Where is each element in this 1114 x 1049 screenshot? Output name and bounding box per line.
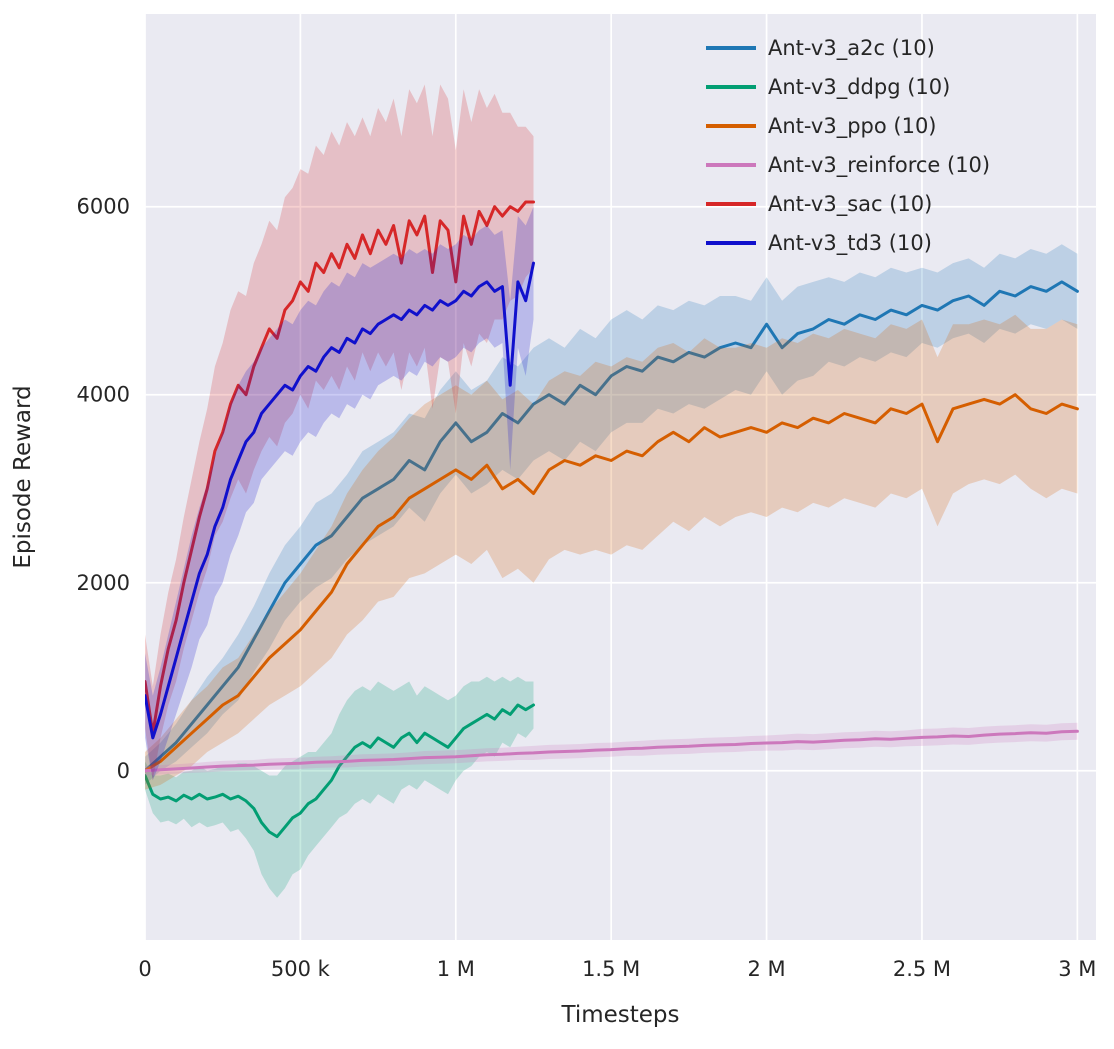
x-tick-label: 3 M (1058, 957, 1096, 981)
y-tick-label: 0 (117, 759, 130, 783)
x-tick-label: 2 M (747, 957, 785, 981)
x-tick-label: 0 (138, 957, 151, 981)
confidence-band-2 (145, 314, 1078, 790)
legend-label-3: Ant-v3_reinforce (10) (768, 153, 990, 178)
x-tick-label: 2.5 M (893, 957, 951, 981)
legend-label-0: Ant-v3_a2c (10) (768, 36, 935, 61)
y-tick-label: 6000 (77, 195, 130, 219)
series-line-4 (145, 200, 535, 735)
y-tick-label: 4000 (77, 383, 130, 407)
grid (144, 14, 1096, 940)
x-tick-label: 500 k (271, 957, 331, 981)
confidence-band-4 (145, 84, 534, 781)
series-line-1 (145, 703, 535, 839)
y-axis-label: Episode Reward (10, 385, 36, 568)
series-line-2 (145, 393, 1079, 773)
series-line-3 (145, 729, 1079, 773)
confidence-band-0 (145, 244, 1078, 785)
legend-label-4: Ant-v3_sac (10) (768, 192, 932, 217)
series-line-5 (145, 261, 535, 740)
series-group (145, 84, 1079, 898)
x-tick-label: 1.5 M (582, 957, 640, 981)
x-axis-label: Timesteps (560, 1002, 679, 1028)
x-tick-label: 1 M (437, 957, 475, 981)
legend-label-1: Ant-v3_ddpg (10) (768, 75, 950, 100)
series-line-0 (145, 280, 1079, 773)
confidence-band-5 (145, 206, 534, 781)
legend: Ant-v3_a2c (10) Ant-v3_ddpg (10) Ant-v3_pp… (706, 36, 990, 256)
confidence-band-1 (145, 676, 534, 898)
legend-label-5: Ant-v3_td3 (10) (768, 231, 932, 256)
plot-area (145, 14, 1096, 940)
y-tick-label: 2000 (77, 571, 130, 595)
legend-label-2: Ant-v3_ppo (10) (768, 114, 937, 139)
